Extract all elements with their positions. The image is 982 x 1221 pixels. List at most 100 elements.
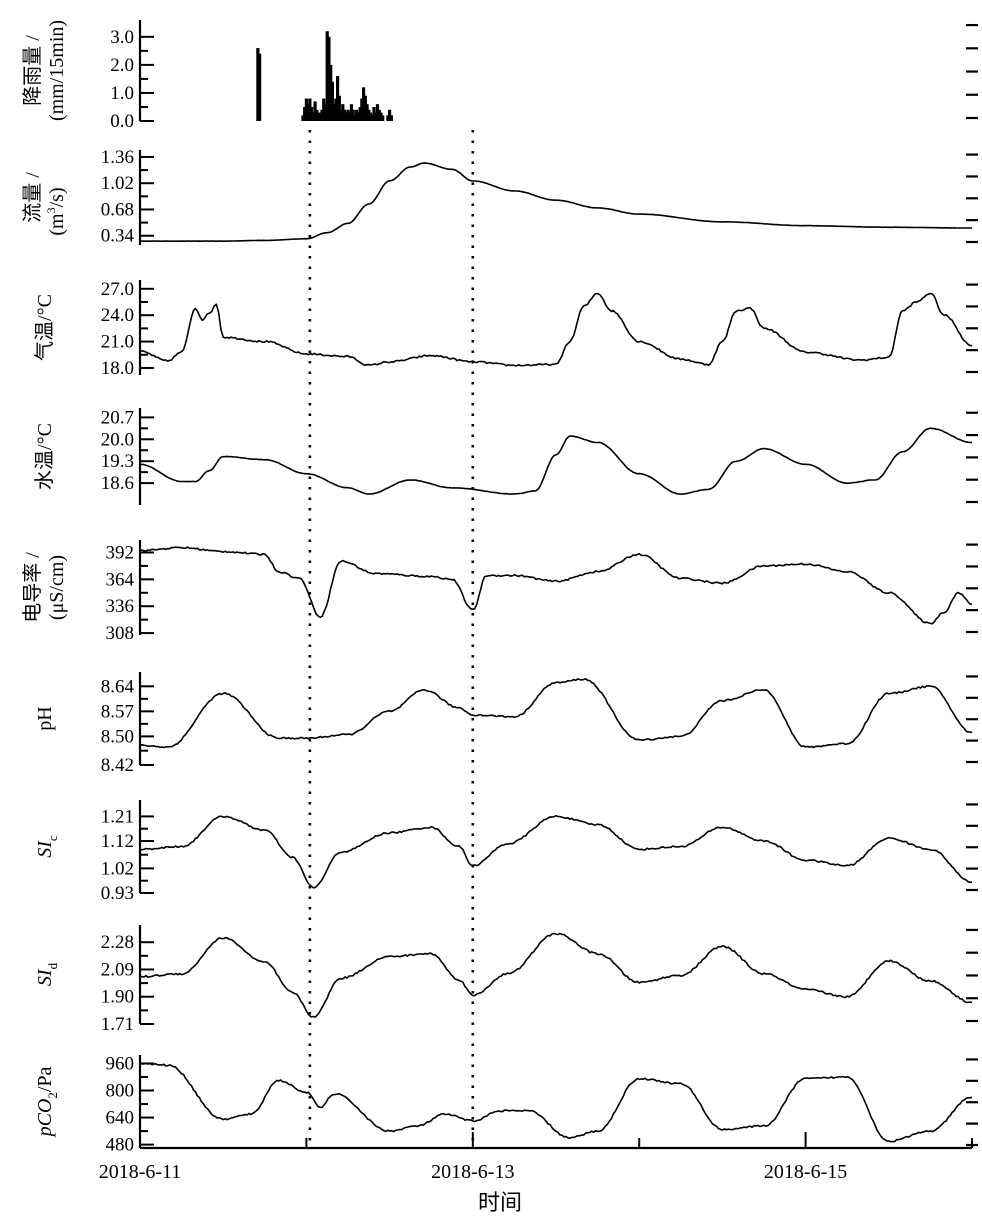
- y-tick-label: 1.36: [101, 147, 134, 168]
- rain-bar: [367, 109, 371, 121]
- y-axis-label: 降雨量 / (mm/15min): [21, 20, 68, 121]
- series-line: [139, 677, 973, 749]
- rain-bar: [310, 106, 314, 121]
- rain-bar: [332, 104, 336, 121]
- y-tick-label: 21.0: [101, 332, 134, 353]
- rain-bar: [388, 109, 392, 121]
- rain-bar: [341, 104, 345, 121]
- y-tick-label: 2.28: [101, 932, 134, 953]
- rain-bar: [337, 95, 341, 121]
- rain-bar: [374, 112, 378, 121]
- y-axis-label: 电导率 / (μS/cm): [21, 552, 68, 623]
- y-tick-label: 8.57: [101, 701, 134, 722]
- rain-bar: [375, 104, 380, 121]
- rain-bar: [353, 115, 357, 121]
- rain-bar: [339, 109, 343, 121]
- series-line: [139, 427, 973, 496]
- rain-bar: [356, 112, 360, 121]
- series-line: [139, 162, 973, 242]
- panel-4: 18.619.320.020.7 水温/°C: [33, 407, 978, 505]
- y-tick-label: 1.0: [110, 83, 134, 104]
- event-markers: [308, 130, 475, 1148]
- y-tick-label: 0.93: [101, 883, 134, 904]
- y-axis-label: 水温/°C: [33, 423, 56, 490]
- rain-bar: [323, 104, 328, 121]
- y-tick-label: 800: [106, 1081, 135, 1102]
- y-tick-label: 19.3: [101, 451, 134, 472]
- rain-bar: [315, 109, 319, 121]
- rain-bar: [346, 109, 350, 121]
- y-axis-label: SId: [34, 962, 60, 986]
- rain-bar: [381, 115, 385, 121]
- rain-bar: [372, 106, 376, 121]
- y-tick-label: 20.7: [101, 407, 134, 428]
- y-tick-label: 8.50: [101, 726, 134, 747]
- y-axis-label: pCO2/Pa: [34, 1066, 60, 1138]
- y-tick-label: 1.12: [101, 831, 134, 852]
- panels: 0.0 1.0 2.0 3.0 降雨量 / (mm/15min) 0.34 0.68 1.02 1…: [21, 20, 978, 1156]
- y-tick-label: 18.6: [101, 473, 134, 494]
- panel-5: 308 336 364 392 电导率 / (μS/cm): [21, 540, 978, 644]
- y-tick-label: 1.21: [101, 806, 134, 827]
- y-axis-label: pH: [34, 706, 56, 730]
- y-tick-label: 0.0: [110, 111, 134, 132]
- y-tick-label: 480: [106, 1135, 135, 1156]
- x-axis: 2018-6-11 2018-6-13 2018-6-15: [99, 1132, 973, 1183]
- rain-bar: [363, 95, 367, 121]
- rain-bar: [311, 112, 315, 121]
- rain-bar: [386, 115, 390, 121]
- series-line: [140, 1062, 973, 1143]
- rain-bar: [318, 112, 322, 121]
- rain-bar: [306, 104, 310, 121]
- rain-bar: [389, 115, 393, 121]
- y-tick-label: 336: [106, 596, 135, 617]
- rain-bar: [301, 115, 305, 121]
- rain-bar: [334, 98, 338, 121]
- rain-bar: [308, 98, 312, 121]
- series-line: [139, 932, 973, 1018]
- x-tick-label: 2018-6-15: [764, 1161, 847, 1183]
- rain-bar: [351, 109, 355, 121]
- rain-bar: [336, 76, 340, 121]
- x-tick-label: 2018-6-13: [431, 1161, 514, 1183]
- y-tick-label: 1.02: [101, 173, 134, 194]
- y-tick-label: 24.0: [101, 305, 134, 326]
- y-tick-label: 8.64: [101, 676, 135, 697]
- rain-bar: [348, 112, 352, 121]
- rain-bar: [316, 112, 321, 121]
- y-tick-label: 27.0: [101, 279, 134, 300]
- rain-bar: [330, 81, 334, 121]
- rain-bar: [329, 64, 333, 121]
- y-tick-label: 2.0: [110, 55, 134, 76]
- y-tick-label: 1.90: [101, 987, 134, 1008]
- rain-bar: [368, 112, 373, 121]
- rain-bar: [325, 31, 329, 121]
- rain-bar: [320, 109, 324, 121]
- y-tick-label: 3.0: [110, 27, 134, 48]
- y-tick-label: 8.42: [101, 755, 134, 776]
- y-tick-label: 0.34: [101, 226, 135, 247]
- rain-bar: [377, 109, 381, 121]
- rain-bar: [355, 109, 359, 121]
- panel-8: 1.71 1.90 2.09 2.28 SId: [34, 925, 978, 1035]
- rain-bar: [349, 104, 354, 121]
- panel-3: 18.0 21.0 24.0 27.0 气温/°C: [33, 279, 978, 379]
- rain-bar: [358, 106, 362, 121]
- rain-bar: [342, 109, 347, 121]
- x-tick-label: 2018-6-11: [99, 1161, 182, 1183]
- panel-9: 480 640 800 960 pCO2/Pa: [34, 1053, 978, 1156]
- y-tick-label: 364: [106, 569, 135, 590]
- y-tick-label: 960: [106, 1053, 135, 1074]
- y-tick-label: 20.0: [101, 429, 134, 450]
- y-tick-label: 392: [106, 542, 135, 563]
- series-line: [139, 546, 973, 625]
- panel-7: 0.93 1.02 1.12 1.21 SIc: [34, 800, 978, 904]
- panel-1: 0.0 1.0 2.0 3.0 降雨量 / (mm/15min): [21, 20, 978, 132]
- y-tick-label: 1.02: [101, 858, 134, 879]
- rain-bar: [360, 98, 364, 121]
- y-axis-label: 流量 /(m3/s): [21, 172, 68, 236]
- y-tick-label: 18.0: [101, 358, 134, 379]
- y-tick-label: 2.09: [101, 959, 134, 980]
- y-tick-label: 0.68: [101, 199, 134, 220]
- rain-bar: [322, 98, 326, 121]
